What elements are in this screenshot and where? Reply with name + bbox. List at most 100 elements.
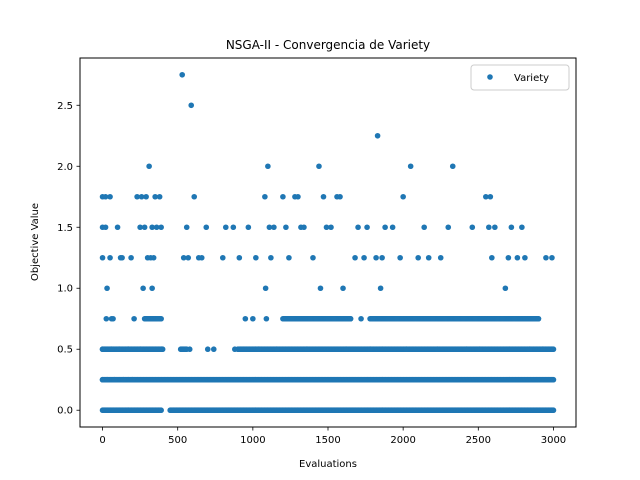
data-point xyxy=(99,254,106,261)
data-point xyxy=(472,315,479,322)
data-point xyxy=(186,346,193,353)
data-point xyxy=(236,254,243,261)
data-point xyxy=(120,376,127,383)
y-axis: 0.0 0.5 1.0 1.5 2.0 2.5 xyxy=(57,101,80,417)
data-point xyxy=(183,224,190,231)
data-point xyxy=(486,224,492,231)
data-point xyxy=(143,193,149,200)
data-point xyxy=(550,346,557,353)
data-point xyxy=(505,254,512,261)
data-point xyxy=(489,254,495,261)
x-tick-label: 2000 xyxy=(390,435,415,446)
data-point xyxy=(146,163,152,170)
data-point xyxy=(198,254,205,261)
data-point xyxy=(367,346,373,353)
data-point xyxy=(137,224,143,231)
data-point xyxy=(550,407,557,414)
data-point xyxy=(242,315,249,322)
data-point xyxy=(138,193,145,200)
data-point xyxy=(469,224,476,231)
data-point xyxy=(337,193,343,200)
data-point xyxy=(191,193,198,200)
data-point xyxy=(185,254,192,261)
data-point xyxy=(102,193,109,200)
data-point xyxy=(271,224,277,231)
x-tick-label: 1500 xyxy=(315,435,340,446)
chart-title: NSGA-II - Convergencia de Variety xyxy=(226,38,430,52)
data-point xyxy=(262,193,268,200)
data-point xyxy=(99,346,106,353)
data-point xyxy=(445,224,452,231)
data-point xyxy=(256,346,262,353)
data-point xyxy=(262,285,269,292)
data-point xyxy=(442,315,449,322)
y-tick-label: 2.0 xyxy=(57,162,73,173)
data-point xyxy=(301,224,307,231)
data-point xyxy=(141,224,148,231)
data-point xyxy=(397,254,403,261)
data-point xyxy=(153,224,160,231)
data-point xyxy=(140,285,146,292)
data-point xyxy=(274,346,280,353)
data-point xyxy=(108,346,115,353)
data-point xyxy=(511,315,518,322)
data-point xyxy=(152,193,158,200)
data-point xyxy=(149,285,155,292)
data-point xyxy=(188,102,195,109)
data-point xyxy=(487,193,494,200)
x-tick-label: 500 xyxy=(168,435,187,446)
data-point xyxy=(119,254,125,261)
data-point xyxy=(379,254,385,261)
data-point xyxy=(283,224,289,231)
data-point xyxy=(250,315,256,322)
data-point xyxy=(204,346,211,353)
x-tick-label: 0 xyxy=(99,435,105,446)
legend-marker xyxy=(487,74,493,80)
data-point xyxy=(129,376,136,383)
data-point xyxy=(382,224,388,231)
legend-box xyxy=(470,64,570,91)
legend-label-variety: Variety xyxy=(514,73,549,84)
data-point xyxy=(550,376,557,383)
data-point xyxy=(313,315,319,322)
data-point xyxy=(179,71,186,78)
data-point xyxy=(540,346,546,353)
data-point xyxy=(102,224,109,231)
data-point xyxy=(340,285,346,292)
data-point xyxy=(323,224,330,231)
data-point xyxy=(295,193,301,200)
data-point xyxy=(508,224,515,231)
data-point xyxy=(454,315,461,322)
data-point xyxy=(477,346,483,353)
data-point xyxy=(232,346,238,353)
data-point xyxy=(230,224,237,231)
data-point xyxy=(421,224,427,231)
data-point xyxy=(535,315,542,322)
x-tick-label: 3000 xyxy=(541,435,566,446)
data-point xyxy=(219,254,226,261)
x-axis: 0 500 1000 1500 2000 2500 3000 xyxy=(99,427,566,446)
data-point xyxy=(355,224,361,231)
data-point xyxy=(434,346,441,353)
y-tick-label: 1.5 xyxy=(57,223,73,234)
data-point xyxy=(519,224,525,231)
data-point xyxy=(104,285,110,292)
data-point xyxy=(158,407,164,414)
data-point xyxy=(543,254,549,261)
data-point xyxy=(286,254,292,261)
data-point xyxy=(361,254,367,261)
data-point xyxy=(522,254,528,261)
data-point xyxy=(125,346,131,353)
data-point xyxy=(425,254,432,261)
data-point xyxy=(460,315,467,322)
data-point xyxy=(253,254,259,261)
data-point xyxy=(265,163,271,170)
data-point xyxy=(389,224,396,231)
data-point xyxy=(144,315,151,322)
data-point xyxy=(180,254,187,261)
data-point xyxy=(111,376,118,383)
data-point xyxy=(307,315,313,322)
data-point xyxy=(104,376,110,383)
data-point xyxy=(325,315,331,322)
